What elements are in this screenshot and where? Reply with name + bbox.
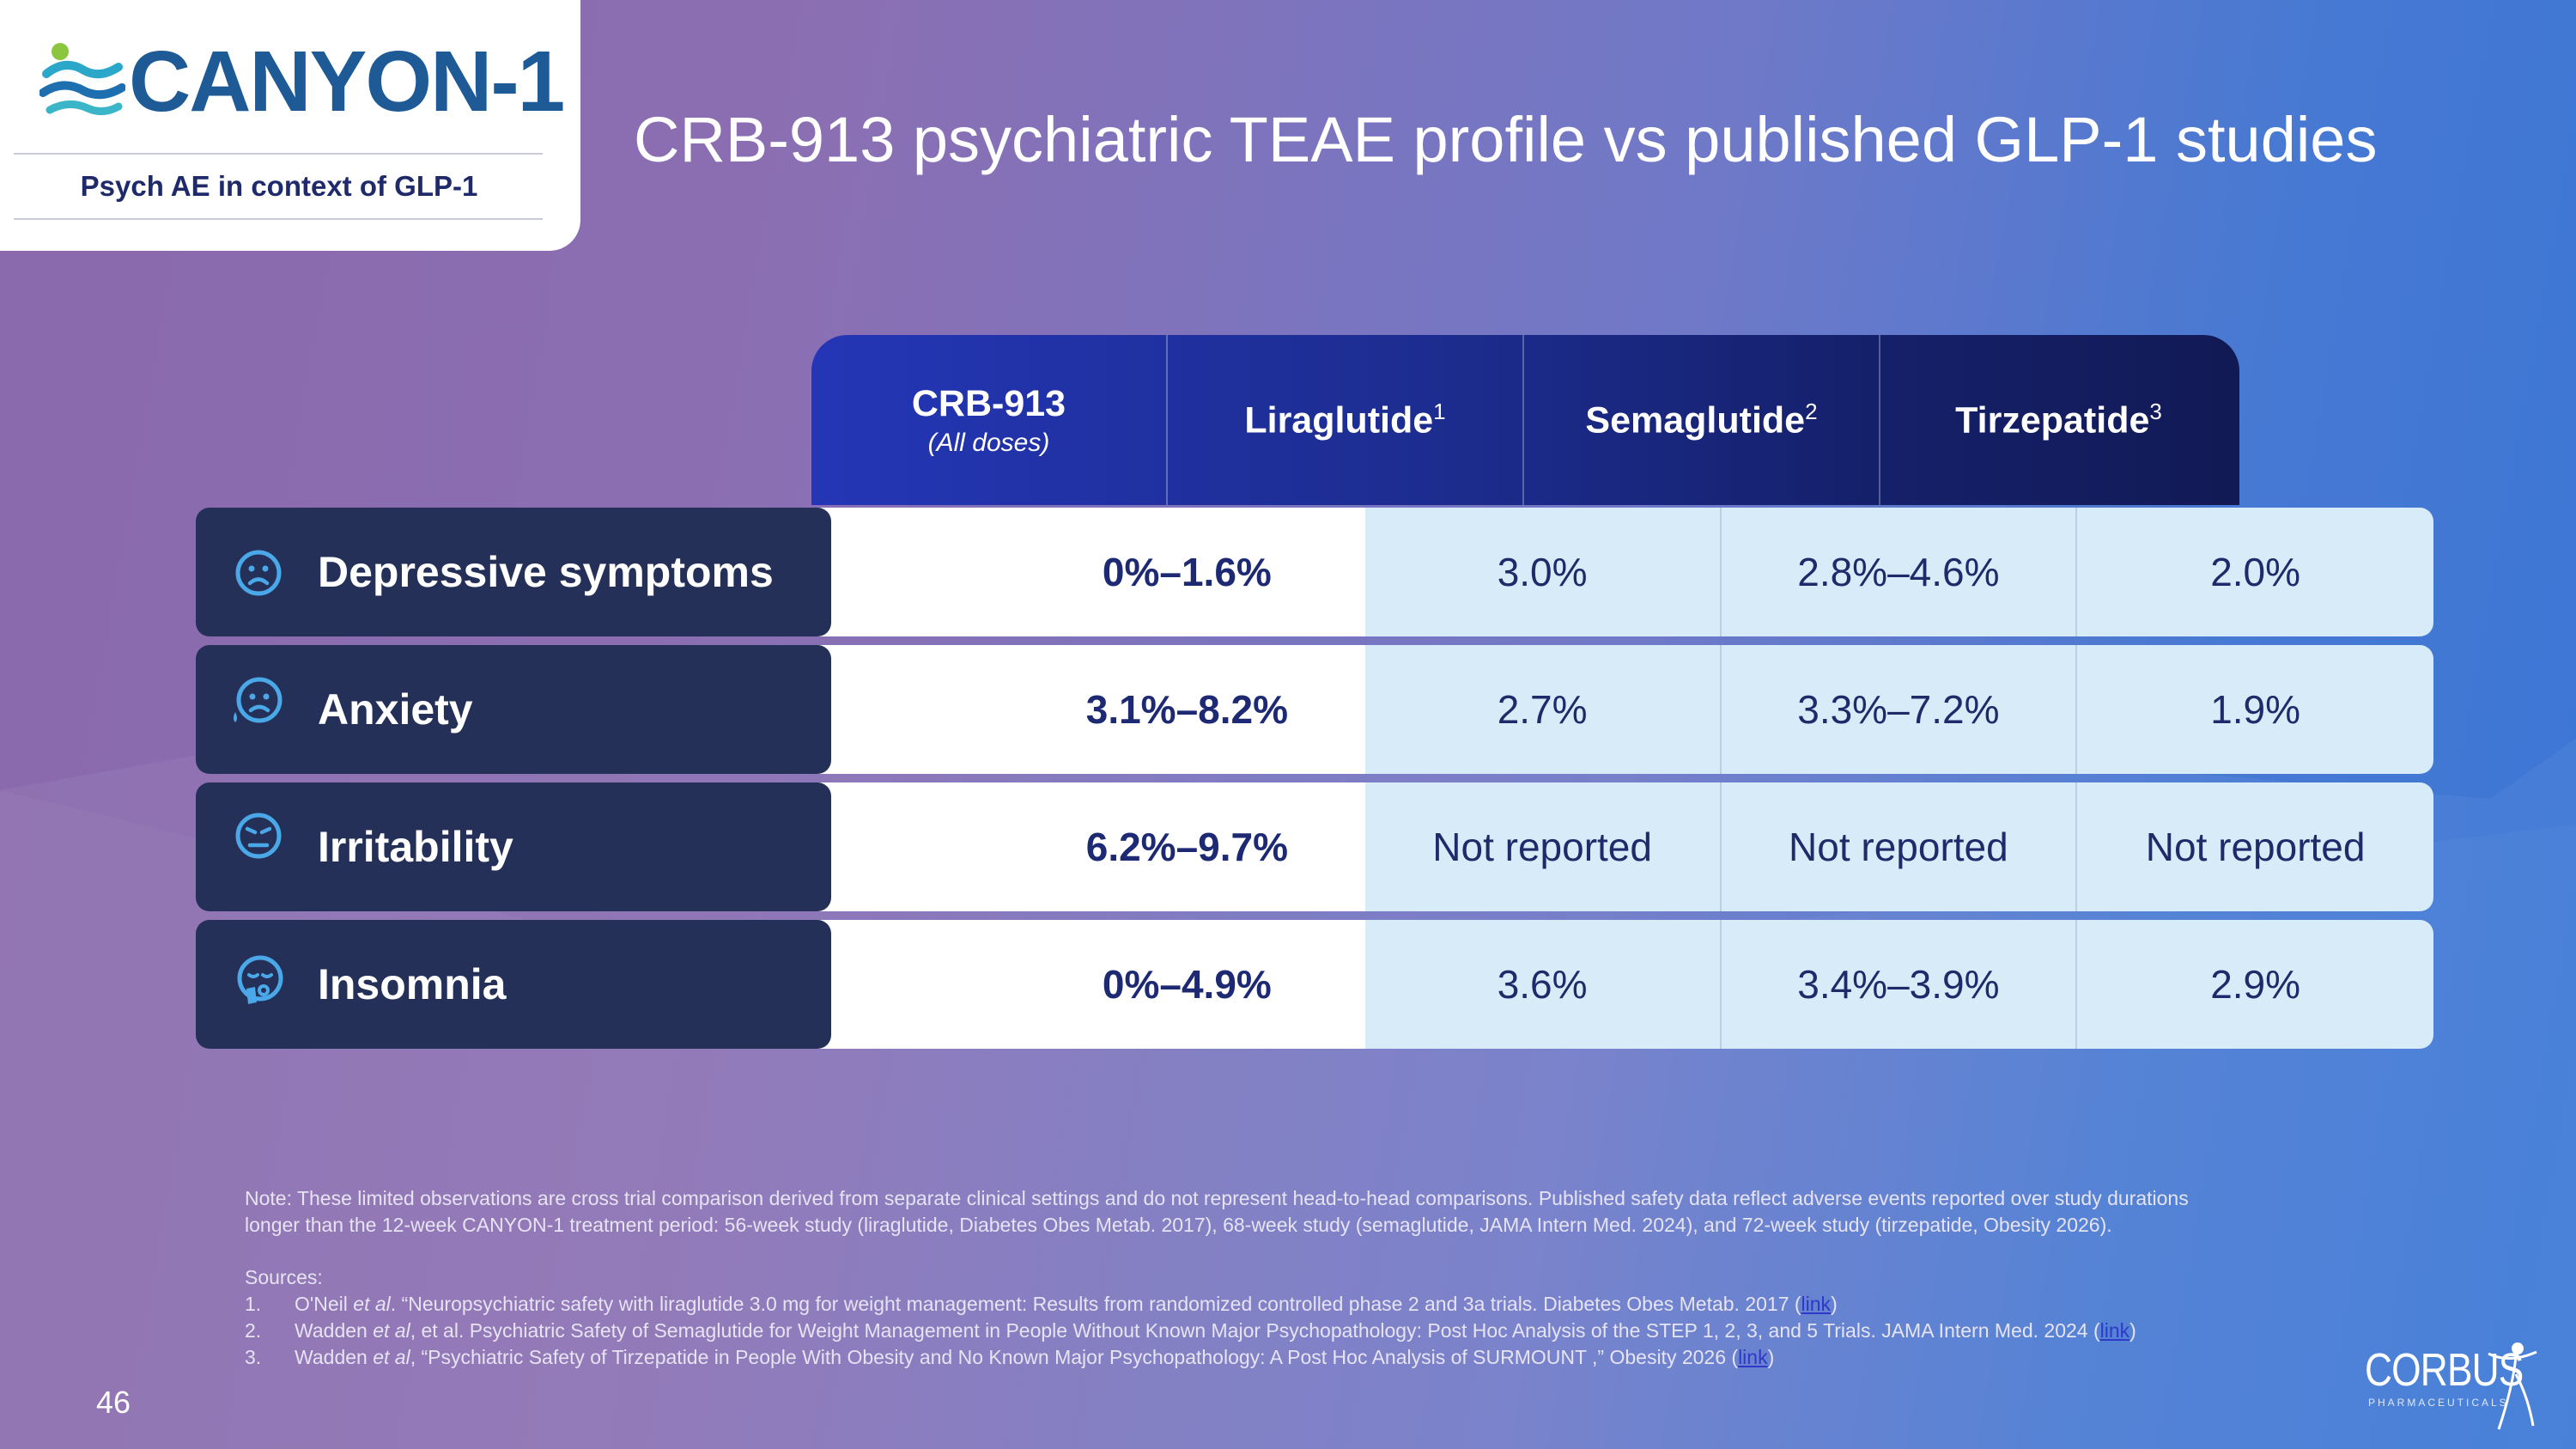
corbus-wordmark: CORBUS <box>2365 1344 2524 1396</box>
value-cell: 2.7% <box>1365 645 1722 774</box>
row-values: 0%–4.9% 3.6% 3.4%–3.9% 2.9% <box>811 920 2433 1049</box>
row-label-cell: Insomnia <box>196 920 831 1049</box>
column-name: Semaglutide2 <box>1585 398 1818 441</box>
column-name: Liraglutide1 <box>1244 398 1446 441</box>
value-cell: 0%–4.9% <box>811 920 1365 1049</box>
column-name: CRB-913 <box>911 382 1066 424</box>
value-cell: Not reported <box>1365 782 1722 911</box>
column-header-semaglutide: Semaglutide2 <box>1524 335 1880 505</box>
row-label: Anxiety <box>318 685 473 734</box>
table-header: CRB-913 (All doses) Liraglutide1 Semaglu… <box>811 335 2239 505</box>
row-label-cell: Depressive symptoms <box>196 508 831 636</box>
source-number: 1. <box>245 1293 262 1315</box>
value-cell: 2.0% <box>2210 550 2301 594</box>
section-subtitle: Psych AE in context of GLP-1 <box>80 170 478 202</box>
value-cell: 2.9% <box>2210 962 2301 1007</box>
source-item: 2. Wadden et al, et al. Psychiatric Safe… <box>245 1318 2374 1344</box>
corbus-logo: CORBUS PHARMACEUTICALS <box>2365 1336 2545 1433</box>
source-item: 1. O'Neil et al. “Neuropsychiatric safet… <box>245 1291 2374 1318</box>
logo-wordmark: CANYON-1 <box>129 33 565 130</box>
logo-card: CANYON-1 Psych AE in context of GLP-1 <box>0 0 580 251</box>
page-number: 46 <box>96 1385 131 1420</box>
column-header-liraglutide: Liraglutide1 <box>1168 335 1524 505</box>
anxious-face-icon <box>234 677 283 723</box>
table-row-insomnia: 0%–4.9% 3.6% 3.4%–3.9% 2.9% Insomnia <box>196 920 2433 1049</box>
footnote-ref: 1 <box>1433 398 1446 424</box>
column-header-tirzepatide: Tirzepatide3 <box>1880 335 2237 505</box>
value-cell: 0%–1.6% <box>811 508 1365 636</box>
source-link[interactable]: link <box>1801 1293 1832 1315</box>
source-text: Wadden et al, et al. Psychiatric Safety … <box>295 1319 2136 1342</box>
row-label-cell: Irritability <box>196 782 831 911</box>
value-cell: Not reported <box>1722 782 2078 911</box>
sad-face-icon <box>235 550 282 596</box>
column-name: Tirzepatide3 <box>1955 398 2162 441</box>
tired-face-icon <box>237 955 283 1004</box>
table-row-anxiety: 3.1%–8.2% 2.7% 3.3%–7.2% 1.9% Anxiety <box>196 645 2433 774</box>
source-link[interactable]: link <box>2099 1319 2130 1342</box>
logo-divider-top <box>14 153 543 155</box>
footnotes: Note: These limited observations are cro… <box>245 1185 2374 1371</box>
page-title: CRB-913 psychiatric TEAE profile vs publ… <box>634 104 2378 175</box>
row-label: Insomnia <box>318 960 507 1008</box>
irritated-face-icon <box>235 813 282 859</box>
source-text: Wadden et al, “Psychiatric Safety of Tir… <box>295 1346 1775 1368</box>
row-values: 6.2%–9.7% Not reported Not reported Not … <box>811 782 2433 911</box>
source-number: 2. <box>245 1319 262 1342</box>
logo-divider-bottom <box>14 218 543 220</box>
value-cell: Not reported <box>2145 825 2366 869</box>
source-text: O'Neil et al. “Neuropsychiatric safety w… <box>295 1293 1838 1315</box>
value-cell: 3.0% <box>1365 508 1722 636</box>
table-row-depressive-symptoms: 0%–1.6% 3.0% 2.8%–4.6% 2.0% Depressive s… <box>196 508 2433 636</box>
sources-title: Sources: <box>245 1266 323 1288</box>
row-label: Depressive symptoms <box>318 548 774 596</box>
canyon-logo-icon <box>39 43 125 115</box>
row-label: Irritability <box>318 823 513 871</box>
footnote-ref: 3 <box>2149 398 2162 424</box>
table-row-irritability: 6.2%–9.7% Not reported Not reported Not … <box>196 782 2433 911</box>
value-cell: 6.2%–9.7% <box>811 782 1365 911</box>
corbus-figure-icon <box>2488 1342 2537 1430</box>
footnote-ref: 2 <box>1805 398 1818 424</box>
column-subtitle: (All doses) <box>927 428 1050 457</box>
value-cell: 3.4%–3.9% <box>1722 920 2078 1049</box>
row-values: 0%–1.6% 3.0% 2.8%–4.6% 2.0% <box>811 508 2433 636</box>
value-cell: 3.1%–8.2% <box>811 645 1365 774</box>
column-header-crb913: CRB-913 (All doses) <box>811 335 1168 505</box>
row-label-cell: Anxiety <box>196 645 831 774</box>
value-cell: 1.9% <box>2210 687 2301 732</box>
value-cell: 3.6% <box>1365 920 1722 1049</box>
source-item: 3. Wadden et al, “Psychiatric Safety of … <box>245 1344 2374 1371</box>
corbus-tagline: PHARMACEUTICALS <box>2368 1397 2509 1409</box>
value-cell: 3.3%–7.2% <box>1722 645 2078 774</box>
note-text: longer than the 12-week CANYON-1 treatme… <box>245 1214 2112 1236</box>
row-values: 3.1%–8.2% 2.7% 3.3%–7.2% 1.9% <box>811 645 2433 774</box>
source-link[interactable]: link <box>1738 1346 1768 1368</box>
value-cell: 2.8%–4.6% <box>1722 508 2078 636</box>
source-number: 3. <box>245 1346 262 1368</box>
note-text: Note: These limited observations are cro… <box>245 1187 2189 1209</box>
